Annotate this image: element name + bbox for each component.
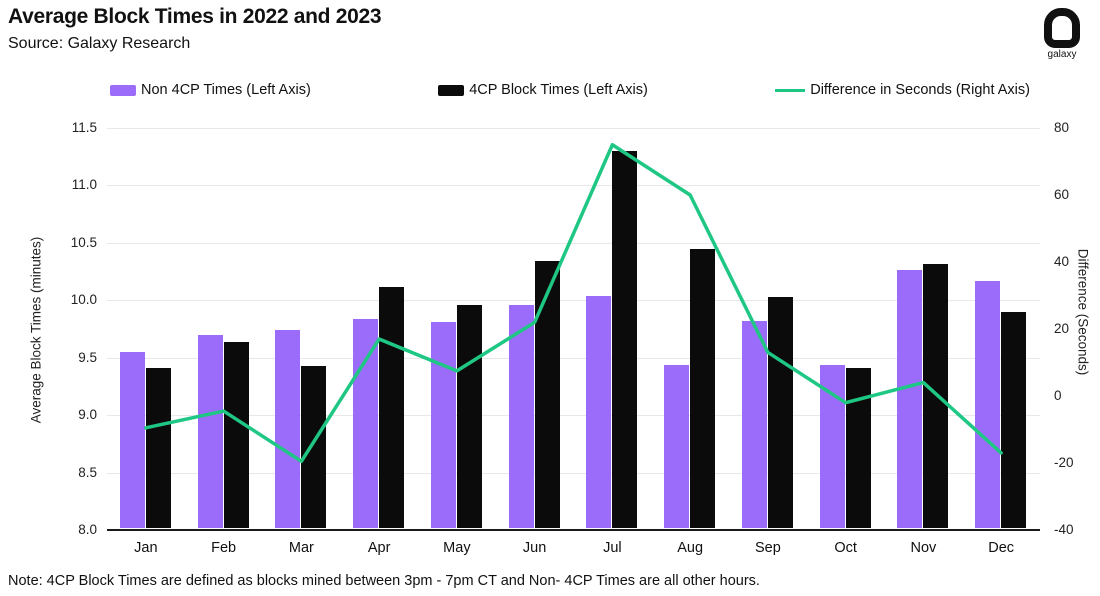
right-axis-tick-label: 40 [1054,254,1070,269]
legend-label: Non 4CP Times (Left Axis) [141,82,311,98]
bar-non-4cp [197,334,223,528]
bar-non-4cp [119,351,145,528]
x-axis-tick-label: Sep [754,540,781,556]
bar-non-4cp [741,320,767,528]
bar-non-4cp [275,330,301,528]
left-axis-tick-label: 8.5 [78,464,97,480]
right-axis-tick-label: 80 [1054,120,1070,135]
legend-swatch [110,84,136,96]
footnote: Note: 4CP Block Times are defined as blo… [8,573,760,589]
bar-non-4cp [819,364,845,528]
bar-non-4cp [353,318,379,528]
legend-item: 4CP Block Times (Left Axis) [438,82,648,98]
right-axis-tick-label: 20 [1054,321,1070,336]
x-axis-tick-label: Feb [211,540,237,556]
gridline [107,357,1040,359]
bar-4cp [767,296,793,528]
source-label: Source: Galaxy Research [8,35,191,52]
legend-label: Difference in Seconds (Right Axis) [810,82,1030,98]
x-axis-tick-label: Apr [367,540,391,556]
x-axis-tick-label: Nov [910,540,937,556]
page-title: Average Block Times in 2022 and 2023 [8,5,382,28]
gridline [107,128,1040,129]
x-axis-tick-label: Dec [988,540,1015,556]
bar-non-4cp [586,295,612,528]
bar-non-4cp [430,322,456,528]
x-axis-tick-label: Aug [677,540,704,556]
x-axis-tick-label: Jul [603,540,622,556]
bar-non-4cp [975,280,1001,528]
left-axis-tick-label: 9.5 [78,349,97,365]
right-axis-title: Difference (Seconds) [1075,248,1091,376]
bar-4cp [534,261,560,528]
gridline [107,242,1040,244]
legend-swatch [775,88,806,92]
plot-area: 11.5 11.0 10.5 10.0 9.5 9.0 8.5 8.0 80 60 40 20 0 -20… [71,120,1074,556]
x-axis-tick-label: Oct [834,540,857,556]
right-axis-tick-label: 60 [1054,187,1070,202]
left-axis-tick-label: 10.5 [70,234,97,250]
left-axis-tick-label: 8.0 [78,522,97,537]
gridline [107,185,1040,187]
left-axis-tick-label: 9.0 [78,407,97,423]
bar-4cp [145,368,171,528]
legend-label: 4CP Block Times (Left Axis) [469,82,648,98]
difference-line-layer [144,143,1003,464]
x-axis-tick-label: Jun [522,540,547,556]
left-axis-tick-label: 10.0 [70,292,97,308]
bar-non-4cp [897,270,923,528]
right-axis-tick-label: -40 [1054,522,1074,537]
galaxy-logo-text: galaxy [1047,49,1077,60]
legend: Non 4CP Times (Left Axis) 4CP Block Times… [110,80,1030,100]
gridline [107,300,1040,302]
bar-4cp [456,304,482,528]
left-axis-tick-label: 11.5 [71,120,97,135]
bar-4cp [845,368,871,528]
bar-4cp [223,341,249,528]
left-axis-title: Average Block Times (minutes) [28,236,44,424]
bar-4cp [612,150,638,528]
left-axis-tick-label: 11.0 [71,177,97,193]
bar-4cp [1001,311,1027,528]
bar-non-4cp [508,304,534,528]
right-axis-tick-label: 0 [1054,388,1062,403]
galaxy-logo-icon [1044,8,1080,48]
x-axis-tick-label: May [443,540,471,556]
bar-4cp [690,248,716,528]
difference-line [144,143,1003,464]
gridline [107,415,1040,417]
bar-non-4cp [664,364,690,528]
legend-swatch [438,84,465,96]
galaxy-logo: galaxy [1038,8,1086,60]
x-axis-tick-label: Mar [288,540,314,556]
legend-item: Non 4CP Times (Left Axis) [110,82,311,98]
legend-item: Difference in Seconds (Right Axis) [775,82,1030,98]
bar-4cp [301,365,327,528]
gridline [107,472,1040,474]
bar-4cp [379,286,405,528]
right-axis-tick-label: -20 [1054,455,1074,470]
x-axis-tick-label: Jan [134,540,158,556]
x-axis-line [107,529,1040,531]
